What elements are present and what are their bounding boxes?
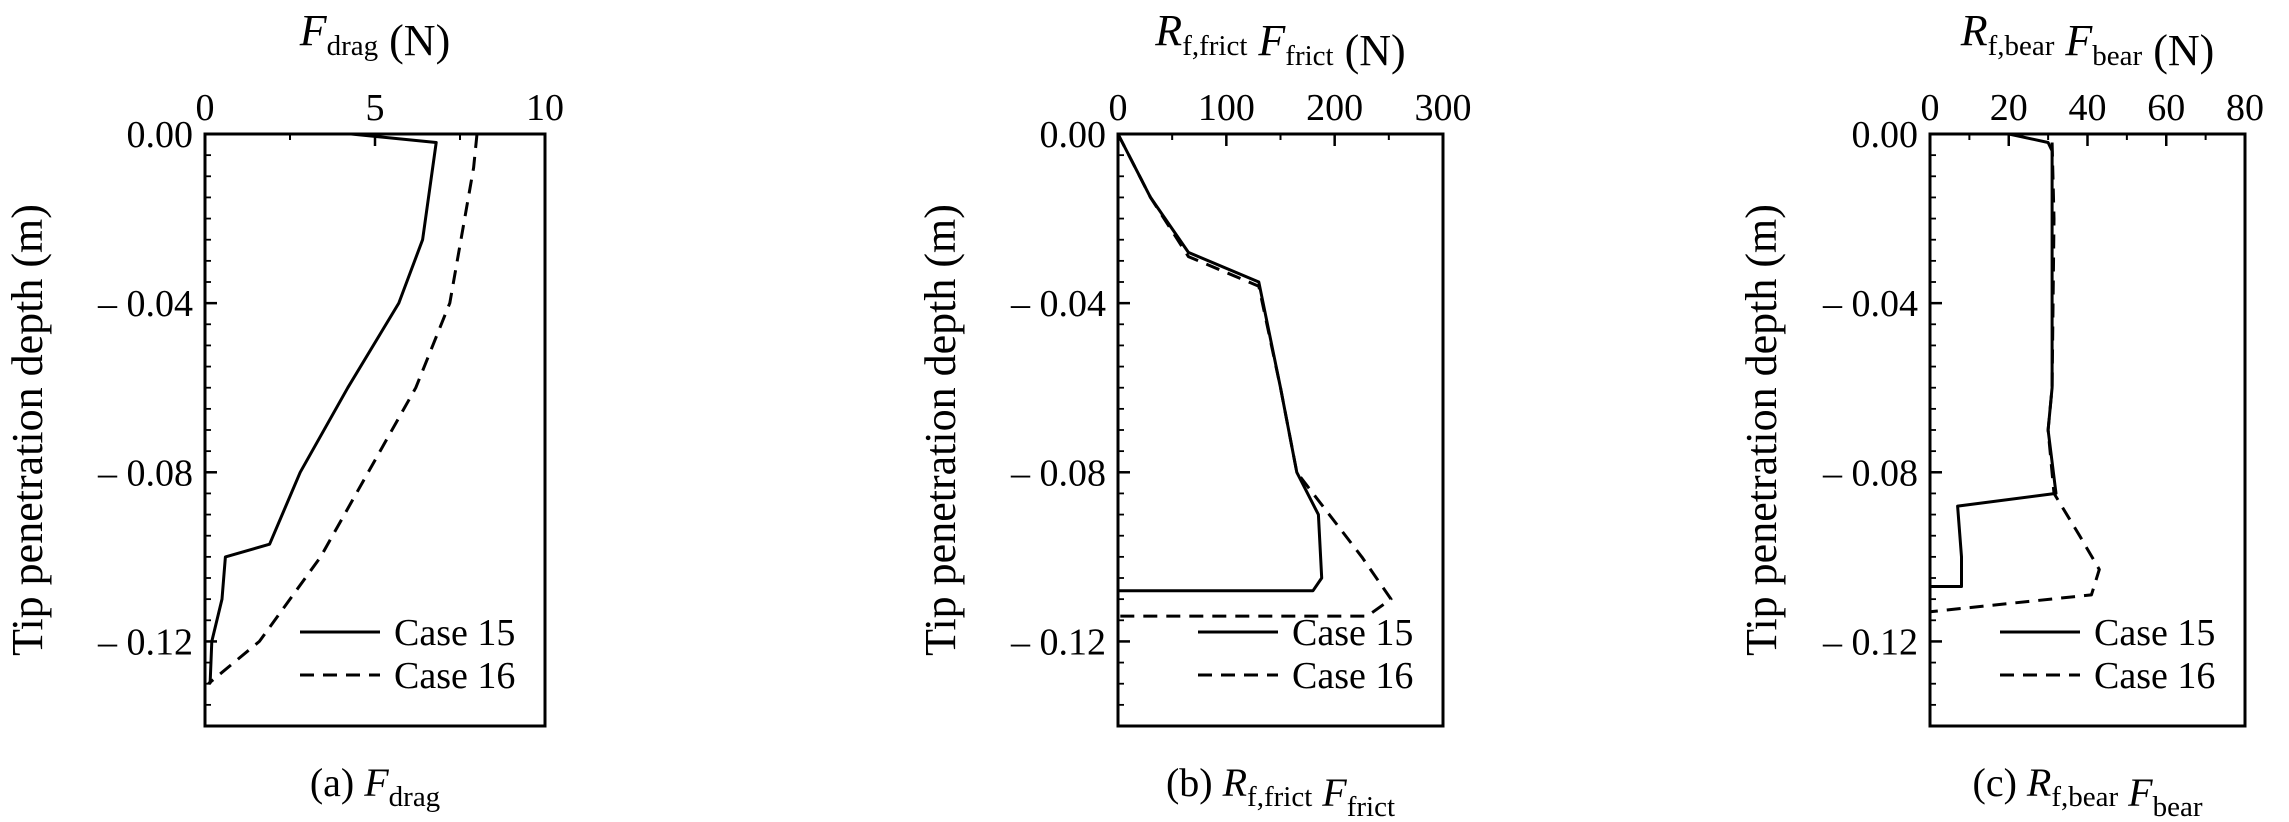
x-tick-label: 60 — [2147, 87, 2185, 129]
x-axis-title-subscript: bear — [2092, 40, 2142, 72]
panel-caption-var: F — [1312, 770, 1347, 815]
y-tick-label: – 0.08 — [97, 452, 193, 494]
x-axis-title-subscript: f,frict — [1182, 30, 1247, 62]
panel-caption: (b) Rf,frict Ffrict — [1166, 760, 1395, 822]
y-tick-label: – 0.12 — [1010, 621, 1106, 663]
panel-c: 0 20 40 60 80 0.00 – 0.04 – 0.08 – 0.12 Case 15Ca… — [1737, 6, 2264, 822]
x-tick-label: 20 — [1990, 87, 2028, 129]
y-tick-label: – 0.04 — [1822, 283, 1918, 325]
panel-caption-var: R — [1222, 760, 1247, 805]
x-axis-title-unit: (N) — [2142, 26, 2214, 75]
x-tick-label: 5 — [366, 87, 385, 129]
legend-label-case-16: Case 16 — [2094, 655, 2215, 697]
y-tick-label: 0.00 — [1040, 114, 1107, 156]
x-axis-title-var: R — [1154, 6, 1182, 55]
panel-caption-subscript: f,frict — [1247, 781, 1312, 813]
panel-caption-prefix: (c) — [1973, 760, 2027, 805]
series-line-case-16 — [1116, 133, 1393, 618]
x-tick-label: 0 — [1109, 87, 1128, 129]
legend-label-case-16: Case 16 — [394, 655, 515, 697]
x-tick-label: 10 — [526, 87, 564, 129]
y-tick-label: – 0.04 — [1010, 283, 1106, 325]
panel-caption-subscript: f,bear — [2051, 781, 2118, 813]
y-tick-label: – 0.04 — [97, 283, 193, 325]
panel-caption-var: F — [2118, 770, 2153, 815]
x-axis-title-unit: (N) — [1334, 26, 1406, 75]
y-tick-label: 0.00 — [127, 114, 194, 156]
series-line-case-15 — [208, 132, 438, 684]
panel-caption-prefix: (a) — [310, 760, 364, 805]
x-axis-title: Fdrag (N) — [299, 6, 451, 65]
x-axis-title-subscript: drag — [327, 30, 379, 62]
series-line-case-15 — [1116, 133, 1324, 593]
panel-caption-subscript: drag — [389, 781, 441, 813]
y-axis-title: Tip penetration depth (m) — [3, 204, 52, 656]
x-axis-title-subscript: f,bear — [1988, 30, 2055, 62]
x-axis-title-var: F — [1247, 16, 1286, 65]
y-axis-title: Tip penetration depth (m) — [916, 204, 965, 656]
panel-caption-var: R — [2026, 760, 2051, 805]
x-axis-title: Rf,bear Fbear (N) — [1960, 6, 2215, 75]
y-tick-label: – 0.08 — [1010, 452, 1106, 494]
x-axis-title-subscript: frict — [1285, 40, 1333, 72]
series-line-case-16 — [207, 133, 479, 685]
panel-caption-var: F — [363, 760, 389, 805]
x-axis-title-var: R — [1960, 6, 1988, 55]
panel-b: 0 100 200 300 0.00 – 0.04 – 0.08 – 0.12 Case 15C… — [916, 6, 1472, 822]
panel-caption-subscript: bear — [2153, 791, 2203, 822]
x-axis-title-var: F — [299, 6, 328, 55]
legend-label-case-15: Case 15 — [394, 612, 515, 654]
y-tick-label: – 0.12 — [97, 621, 193, 663]
y-tick-label: – 0.08 — [1822, 452, 1918, 494]
legend-label-case-15: Case 15 — [1292, 612, 1413, 654]
x-axis-title-unit: (N) — [378, 16, 450, 65]
x-tick-label: 300 — [1415, 87, 1472, 129]
legend-label-case-15: Case 15 — [2094, 612, 2215, 654]
x-axis-title-var: F — [2054, 16, 2093, 65]
x-axis-title: Rf,frict Ffrict (N) — [1154, 6, 1405, 75]
y-axis-title: Tip penetration depth (m) — [1737, 204, 1786, 656]
x-tick-label: 40 — [2069, 87, 2107, 129]
series-line-case-16 — [1929, 142, 2101, 614]
x-tick-label: 0 — [196, 87, 215, 129]
x-tick-label: 80 — [2226, 87, 2264, 129]
y-tick-label: 0.00 — [1852, 114, 1919, 156]
x-tick-label: 100 — [1198, 87, 1255, 129]
panel-caption: (a) Fdrag — [310, 760, 440, 813]
legend-label-case-16: Case 16 — [1292, 655, 1413, 697]
series-line-case-15 — [1930, 132, 2058, 588]
y-tick-label: – 0.12 — [1822, 621, 1918, 663]
panel-caption-subscript: frict — [1347, 791, 1395, 822]
x-tick-label: 200 — [1306, 87, 1363, 129]
panel-caption-prefix: (b) — [1166, 760, 1223, 805]
panel-caption: (c) Rf,bear Fbear — [1973, 760, 2203, 822]
x-tick-label: 0 — [1921, 87, 1940, 129]
